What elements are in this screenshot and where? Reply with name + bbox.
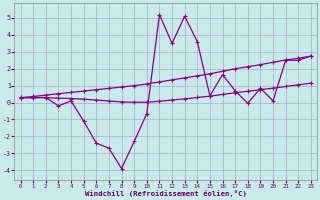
- X-axis label: Windchill (Refroidissement éolien,°C): Windchill (Refroidissement éolien,°C): [85, 190, 247, 197]
